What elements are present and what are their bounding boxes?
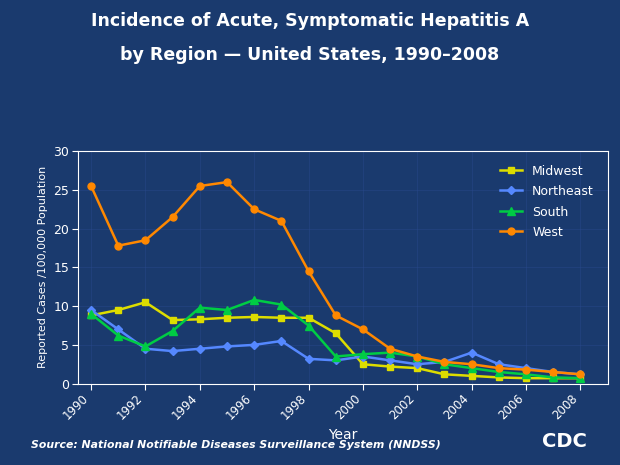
Midwest (549, 375, 557, 381)
South (223, 307, 231, 313)
Northeast (414, 361, 421, 367)
Northeast (386, 358, 394, 363)
South (522, 372, 529, 377)
X-axis label: Year: Year (328, 428, 357, 442)
Northeast (87, 307, 95, 313)
Northeast (332, 358, 340, 363)
West (577, 372, 584, 377)
South (250, 297, 258, 303)
West (549, 369, 557, 375)
Northeast (278, 338, 285, 344)
Northeast (522, 365, 529, 371)
South (359, 352, 366, 357)
Text: by Region — United States, 1990–2008: by Region — United States, 1990–2008 (120, 46, 500, 65)
Northeast (495, 361, 503, 367)
Midwest (305, 315, 312, 320)
South (196, 305, 203, 311)
West (115, 243, 122, 248)
Text: Incidence of Acute, Symptomatic Hepatitis A: Incidence of Acute, Symptomatic Hepatiti… (91, 12, 529, 30)
West (169, 214, 176, 220)
Midwest (332, 331, 340, 336)
South (549, 375, 557, 380)
Midwest (278, 315, 285, 320)
West (414, 354, 421, 359)
West (250, 206, 258, 212)
West (386, 346, 394, 352)
Midwest (223, 315, 231, 320)
South (468, 365, 476, 371)
Text: CDC: CDC (542, 432, 587, 451)
South (305, 323, 312, 328)
Midwest (115, 307, 122, 313)
West (305, 268, 312, 274)
Y-axis label: Reported Cases /100,000 Population: Reported Cases /100,000 Population (38, 166, 48, 368)
Midwest (414, 365, 421, 371)
Northeast (196, 346, 203, 352)
Midwest (495, 375, 503, 380)
South (169, 328, 176, 334)
West (223, 179, 231, 185)
Midwest (577, 375, 584, 381)
West (468, 361, 476, 367)
Northeast (169, 348, 176, 354)
West (87, 183, 95, 189)
Northeast (250, 342, 258, 348)
Northeast (359, 354, 366, 359)
Line: Northeast: Northeast (88, 307, 583, 378)
West (278, 218, 285, 224)
West (332, 312, 340, 318)
Midwest (87, 312, 95, 318)
Line: Midwest: Midwest (88, 299, 583, 381)
South (577, 375, 584, 381)
South (441, 361, 448, 367)
West (359, 326, 366, 332)
Midwest (386, 364, 394, 369)
Legend: Midwest, Northeast, South, West: Midwest, Northeast, South, West (492, 157, 601, 247)
Northeast (441, 359, 448, 365)
West (196, 183, 203, 189)
Northeast (142, 346, 149, 352)
Northeast (223, 344, 231, 349)
West (142, 238, 149, 243)
South (414, 354, 421, 359)
South (386, 350, 394, 355)
South (142, 344, 149, 349)
South (495, 369, 503, 375)
Midwest (250, 314, 258, 320)
Text: Source: National Notifiable Diseases Surveillance System (NNDSS): Source: National Notifiable Diseases Sur… (31, 440, 440, 450)
Line: South: South (87, 296, 584, 382)
Northeast (577, 372, 584, 377)
Midwest (441, 372, 448, 377)
South (278, 302, 285, 307)
Midwest (522, 375, 529, 381)
Northeast (549, 369, 557, 375)
Northeast (468, 350, 476, 355)
Midwest (142, 299, 149, 305)
Line: West: West (87, 179, 584, 378)
West (522, 367, 529, 372)
West (495, 365, 503, 371)
Northeast (305, 356, 312, 362)
Midwest (468, 373, 476, 379)
West (441, 359, 448, 365)
Midwest (359, 361, 366, 367)
Midwest (169, 317, 176, 323)
South (87, 311, 95, 317)
Midwest (196, 317, 203, 322)
South (115, 333, 122, 339)
South (332, 354, 340, 359)
Northeast (115, 326, 122, 332)
